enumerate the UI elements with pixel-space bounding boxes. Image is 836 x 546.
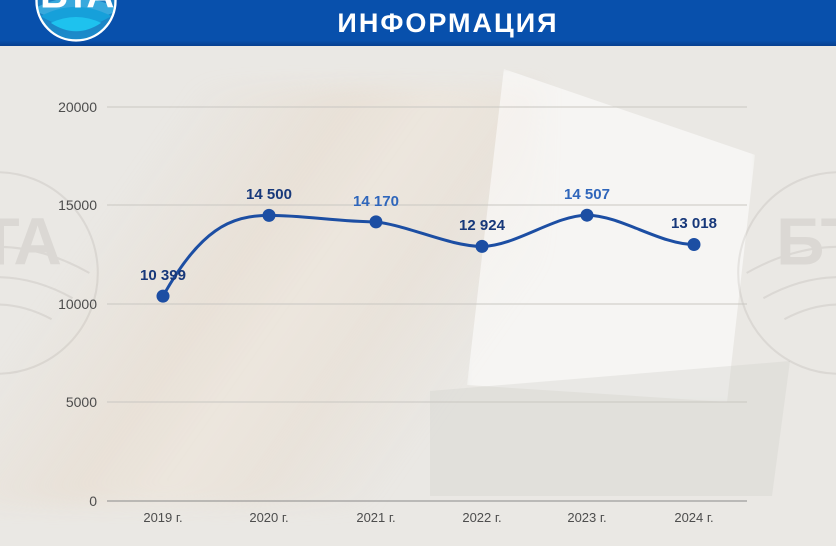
svg-text:14 507: 14 507 — [564, 186, 610, 203]
svg-text:5000: 5000 — [66, 394, 97, 410]
svg-text:14 170: 14 170 — [353, 193, 399, 210]
svg-text:0: 0 — [89, 493, 97, 509]
svg-text:2023 г.: 2023 г. — [567, 510, 606, 525]
svg-text:14 500: 14 500 — [246, 186, 292, 203]
svg-text:2019 г.: 2019 г. — [143, 510, 182, 525]
svg-text:2022 г.: 2022 г. — [462, 510, 501, 525]
svg-text:10000: 10000 — [58, 296, 97, 312]
svg-text:15000: 15000 — [58, 197, 97, 213]
svg-text:12 924: 12 924 — [459, 217, 506, 234]
svg-text:20000: 20000 — [58, 99, 97, 115]
svg-text:2021 г.: 2021 г. — [356, 510, 395, 525]
svg-text:10 399: 10 399 — [140, 267, 186, 284]
svg-text:13 018: 13 018 — [671, 215, 717, 232]
svg-text:2020 г.: 2020 г. — [249, 510, 288, 525]
svg-text:2024 г.: 2024 г. — [674, 510, 713, 525]
